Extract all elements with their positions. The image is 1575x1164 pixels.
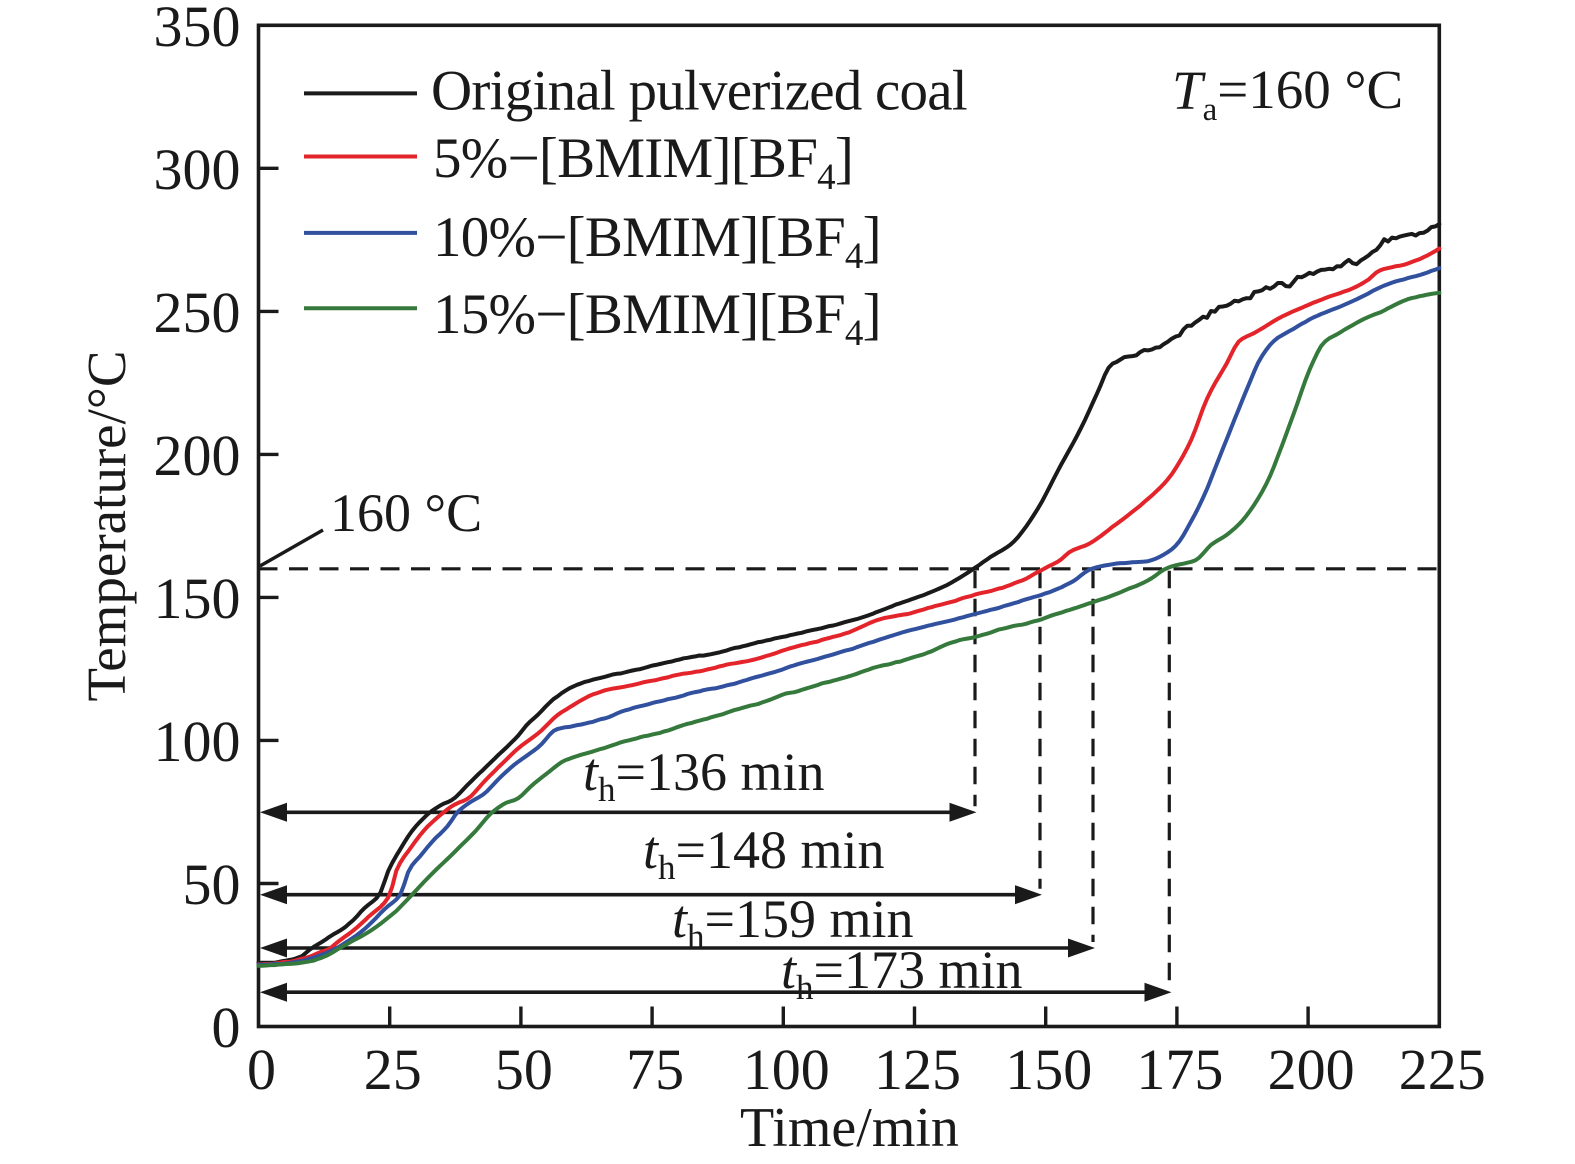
svg-text:th=173 min: th=173 min [781, 940, 1022, 1007]
svg-text:th=148 min: th=148 min [643, 820, 884, 887]
svg-text:100: 100 [154, 709, 241, 774]
svg-text:10%−[BMIM][BF4]: 10%−[BMIM][BF4] [433, 206, 881, 277]
svg-text:50: 50 [183, 852, 241, 917]
svg-text:Temperature/°C: Temperature/°C [76, 350, 137, 701]
svg-text:th=136 min: th=136 min [583, 742, 824, 809]
svg-text:Time/min: Time/min [740, 1097, 959, 1159]
svg-text:150: 150 [1005, 1037, 1092, 1102]
svg-text:200: 200 [1268, 1037, 1355, 1102]
svg-text:200: 200 [154, 423, 241, 488]
svg-text:225: 225 [1399, 1037, 1486, 1102]
svg-text:350: 350 [154, 0, 241, 59]
svg-text:0: 0 [212, 995, 241, 1060]
svg-text:0: 0 [247, 1037, 276, 1102]
svg-text:300: 300 [154, 137, 241, 202]
svg-text:100: 100 [743, 1037, 830, 1102]
svg-text:5%−[BMIM][BF4]: 5%−[BMIM][BF4] [433, 127, 853, 198]
svg-text:Original pulverized coal: Original pulverized coal [431, 59, 967, 122]
svg-text:125: 125 [874, 1037, 961, 1102]
svg-text:15%−[BMIM][BF4]: 15%−[BMIM][BF4] [433, 283, 881, 354]
svg-text:175: 175 [1136, 1037, 1223, 1102]
svg-text:150: 150 [154, 566, 241, 631]
svg-text:25: 25 [364, 1037, 422, 1102]
svg-text:50: 50 [495, 1037, 553, 1102]
svg-text:75: 75 [626, 1037, 684, 1102]
svg-text:Ta=160 °C: Ta=160 °C [1172, 59, 1403, 128]
svg-text:250: 250 [154, 280, 241, 345]
svg-text:th=159 min: th=159 min [672, 889, 913, 956]
svg-text:160 °C: 160 °C [330, 483, 482, 543]
